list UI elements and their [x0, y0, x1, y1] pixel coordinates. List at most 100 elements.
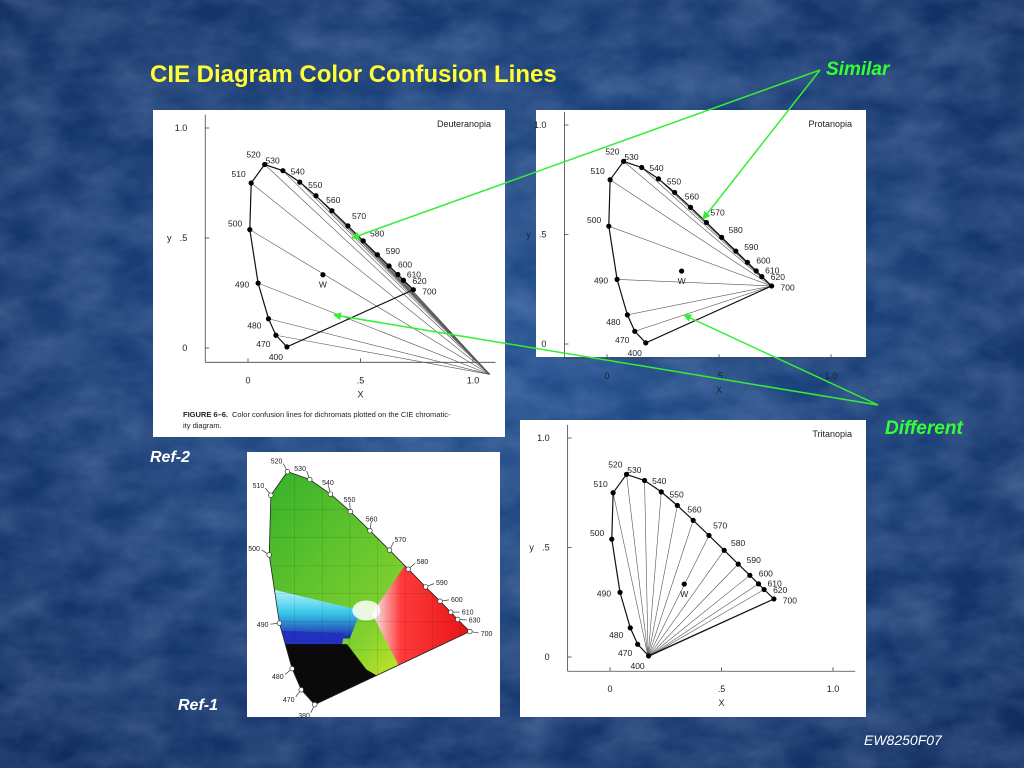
confusion-line: [609, 179, 772, 287]
wavelength-label: 510: [591, 166, 605, 176]
locus-point: [284, 344, 290, 350]
locus-point: [297, 179, 303, 185]
wavelength-label: 500: [587, 215, 601, 225]
cie-diagram: 0 .5 1.0 0 .5 1.0 Xy Protanopia 400 470 480 490 500 5…: [526, 110, 866, 395]
locus-point: [248, 180, 254, 186]
wavelength-label: 570: [711, 208, 725, 218]
wavelength-label: 480: [247, 321, 261, 331]
white-point-label: W: [678, 276, 686, 286]
x-tick-label: 1.0: [467, 375, 480, 385]
white-point: [320, 272, 326, 278]
locus-point: [674, 502, 680, 509]
wavelength-label: 400: [630, 661, 644, 671]
locus-point: [455, 616, 461, 623]
wavelength-label: 540: [291, 166, 305, 176]
wavelength-label: 600: [756, 256, 770, 266]
locus-point: [641, 477, 648, 484]
white-point: [678, 268, 685, 274]
slide-title: CIE Diagram Color Confusion Lines: [150, 61, 557, 88]
locus-point: [266, 552, 272, 558]
cie-diagram: 0 .5 1.0 0 .5 1.0 Xy Deuteranopia 400 470 480 490 50…: [153, 110, 505, 437]
wavelength-label: 470: [618, 648, 632, 658]
wavelength-label: 540: [322, 480, 334, 487]
wavelength-label: 580: [417, 559, 429, 566]
y-tick-label: 0: [545, 652, 550, 662]
locus-point: [298, 687, 304, 693]
locus-point: [635, 641, 641, 647]
locus-point: [721, 547, 727, 553]
wavelength-label: 570: [395, 537, 407, 544]
y-tick-label: 0: [182, 343, 187, 353]
locus-point: [735, 561, 741, 567]
locus-point: [617, 589, 623, 595]
footer-code: EW8250F07: [864, 732, 943, 748]
white-point-label: W: [680, 589, 688, 599]
wavelength-label: 500: [228, 219, 242, 229]
wavelength-label: 590: [386, 246, 400, 256]
diagram-name: Tritanopia: [812, 429, 852, 439]
locus-point: [690, 517, 696, 523]
locus-point: [753, 268, 759, 274]
locus-point: [289, 665, 295, 672]
locus-point: [620, 158, 627, 164]
locus-point: [255, 280, 261, 286]
wavelength-label: 700: [481, 631, 493, 638]
locus-point: [609, 536, 615, 542]
diagram-background: [153, 110, 505, 437]
caption-text: ity diagram.: [183, 421, 222, 430]
arrow: [351, 69, 821, 240]
diagram-background: [520, 420, 866, 717]
wavelength-label: 500: [590, 528, 604, 538]
confusion-line: [249, 229, 491, 375]
wavelength-label: 560: [685, 191, 699, 201]
wavelength-label: 630: [469, 618, 481, 625]
x-tick-label: 0: [604, 371, 609, 381]
wavelength-label: 470: [615, 335, 629, 345]
wavelength-label: 490: [594, 276, 608, 286]
wavelength-label: 530: [294, 466, 306, 473]
y-tick-label: 1.0: [534, 120, 547, 130]
white-point: [681, 581, 687, 587]
confusion-line: [617, 279, 772, 287]
locus-point: [645, 653, 652, 659]
wavelength-label: 590: [747, 555, 761, 565]
confusion-line: [647, 550, 725, 658]
arrow: [333, 312, 879, 406]
arrows: [333, 69, 879, 406]
locus-point: [307, 476, 313, 483]
confusion-line: [627, 285, 772, 316]
caption-text: Color confusion lines for dichromats plo…: [232, 410, 451, 419]
locus-point: [276, 620, 283, 626]
diagram-background: [536, 110, 866, 357]
cie-diagram: 0 .5 1.0 0 .5 1.0 Xy Tritanopia 400 470 480 490 500 5…: [520, 420, 866, 717]
wavelength-label: 600: [451, 597, 463, 604]
locus-point: [744, 259, 751, 265]
wavelength-label: 490: [257, 622, 269, 629]
locus-point: [624, 312, 630, 318]
locus-point: [410, 287, 416, 293]
confusion-line: [644, 480, 649, 658]
locus-point: [313, 193, 319, 199]
wavelength-label: 500: [248, 546, 260, 553]
locus-point: [262, 161, 268, 168]
wavelength-label: 490: [597, 589, 611, 599]
x-tick-label: .5: [357, 375, 365, 385]
locus-point: [733, 248, 739, 254]
locus-point: [747, 572, 753, 578]
confusion-line: [623, 161, 772, 287]
wavelength-label: 700: [781, 283, 795, 293]
confusion-line: [647, 589, 765, 658]
x-axis-label: X: [716, 385, 722, 395]
wavelength-label: 590: [436, 580, 448, 587]
locus-point: [345, 223, 351, 229]
wavelength-label: 620: [412, 276, 426, 286]
locus-point: [247, 227, 253, 233]
figure-caption: FIGURE 6–6. Color confusion lines for dic…: [183, 410, 451, 419]
y-tick-label: .5: [180, 233, 188, 243]
y-axis-label: y: [529, 543, 534, 553]
y-tick-label: .5: [539, 230, 547, 240]
wavelength-label: 580: [370, 229, 384, 239]
wavelength-label: 520: [608, 460, 622, 470]
wavelength-label: 550: [308, 180, 322, 190]
